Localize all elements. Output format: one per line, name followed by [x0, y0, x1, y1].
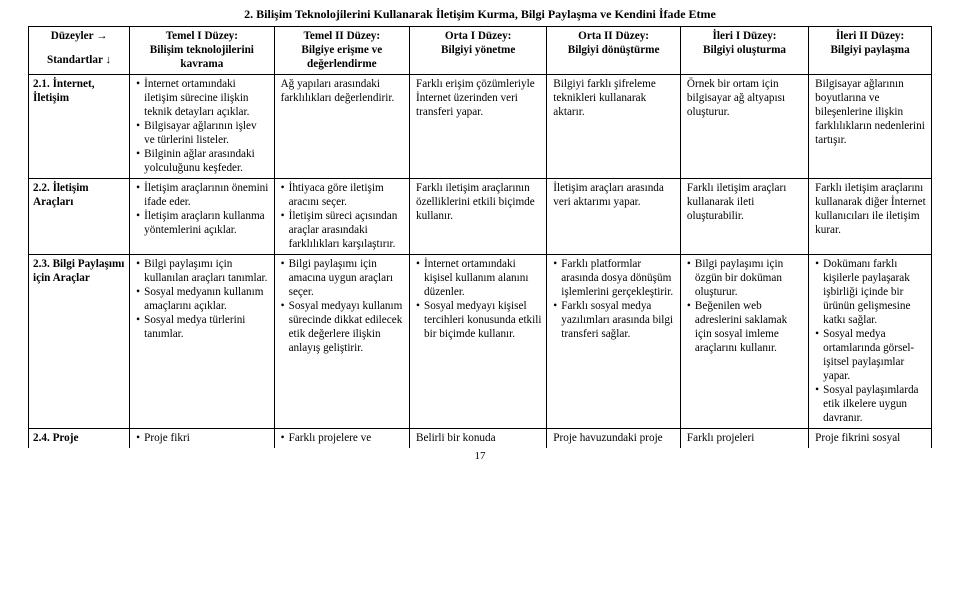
cell: Proje fikrini sosyal — [809, 429, 932, 449]
item: Sosyal medyayı kullanım sürecinde dikkat… — [281, 299, 405, 355]
item: Bilgisayar ağlarının işlev ve türlerini … — [136, 119, 269, 147]
cell: Proje fikri — [130, 429, 274, 449]
cell: Farklı platformlar arasında dosya dönüşü… — [547, 255, 681, 429]
item: İnternet ortamındaki kişisel kullanım al… — [416, 257, 542, 299]
item: İhtiyaca göre iletişim aracını seçer. — [281, 181, 405, 209]
cell: Farklı projeleri — [680, 429, 808, 449]
item: Sosyal medya ortamlarında görsel-işitsel… — [815, 327, 927, 383]
cell: Farklı projelere ve — [274, 429, 409, 449]
item: Bilgi paylaşımı için kullanılan araçları… — [136, 257, 269, 285]
item: İletişim araçların kullanma yöntemlerini… — [136, 209, 269, 237]
cell: Örnek bir ortam için bilgisayar ağ altya… — [680, 75, 808, 179]
item: Dokümanı farklı kişilerle paylaşarak işb… — [815, 257, 927, 327]
item: Sosyal medyayı kişisel tercihleri konusu… — [416, 299, 542, 341]
cell: Proje havuzundaki proje — [547, 429, 681, 449]
cell: Farklı iletişim araçlarının özelliklerin… — [410, 179, 547, 255]
row-2-1: 2.1. İnternet, İletişim İnternet ortamın… — [29, 75, 932, 179]
row-label: 2.1. İnternet, İletişim — [29, 75, 130, 179]
row-label: 2.3. Bilgi Paylaşımı için Araçlar — [29, 255, 130, 429]
cell: İnternet ortamındaki iletişim sürecine i… — [130, 75, 274, 179]
header-row: Düzeyler → Standartlar ↓ Temel I Düzey:B… — [29, 27, 932, 75]
cell: İhtiyaca göre iletişim aracını seçer. İl… — [274, 179, 409, 255]
cell: Bilgi paylaşımı için özgün bir doküman o… — [680, 255, 808, 429]
curriculum-page: 2. Bilişim Teknolojilerini Kullanarak İl… — [0, 0, 960, 462]
level-t2: Temel II Düzey:Bilgiye erişme ve değerle… — [274, 27, 409, 75]
cell: Farklı iletişim araçları kullanarak ilet… — [680, 179, 808, 255]
row-label: 2.2. İletişim Araçları — [29, 179, 130, 255]
cell: Dokümanı farklı kişilerle paylaşarak işb… — [809, 255, 932, 429]
cell: İnternet ortamındaki kişisel kullanım al… — [410, 255, 547, 429]
item: Bilginin ağlar arasındaki yolculuğunu ke… — [136, 147, 269, 175]
levels-axis: Düzeyler → — [33, 29, 125, 43]
item: İletişim araçlarının önemini ifade eder. — [136, 181, 269, 209]
item: Farklı platformlar arasında dosya dönüşü… — [553, 257, 676, 299]
level-o1: Orta I Düzey:Bilgiyi yönetme — [410, 27, 547, 75]
level-i2: İleri II Düzey:Bilgiyi paylaşma — [809, 27, 932, 75]
cell: Ağ yapıları arasındaki farklılıkları değ… — [274, 75, 409, 179]
level-t1: Temel I Düzey:Bilişim teknolojilerini ka… — [130, 27, 274, 75]
item: İletişim süreci açısından araçlar arasın… — [281, 209, 405, 251]
section-title: 2. Bilişim Teknolojilerini Kullanarak İl… — [28, 4, 932, 26]
cell: İletişim araçlarının önemini ifade eder.… — [130, 179, 274, 255]
item: Bilgi paylaşımı için özgün bir doküman o… — [687, 257, 804, 299]
level-o2: Orta II Düzey:Bilgiyi dönüştürme — [547, 27, 681, 75]
cell: İletişim araçları arasında veri aktarımı… — [547, 179, 681, 255]
cell: Farklı erişim çözümleriyle İnternet üzer… — [410, 75, 547, 179]
item: Sosyal paylaşımlarda etik ilkelere uygun… — [815, 383, 927, 425]
item: Sosyal medyanın kullanım amaçlarını açık… — [136, 285, 269, 313]
cell: Bilgisayar ağlarının boyutlarına ve bile… — [809, 75, 932, 179]
axis-cell: Düzeyler → Standartlar ↓ — [29, 27, 130, 75]
cell: Belirli bir konuda — [410, 429, 547, 449]
item: Proje fikri — [136, 431, 269, 445]
cell: Bilgi paylaşımı için amacına uygun araçl… — [274, 255, 409, 429]
item: Farklı projelere ve — [281, 431, 405, 445]
item: Beğenilen web adreslerini saklamak için … — [687, 299, 804, 355]
level-i1: İleri I Düzey:Bilgiyi oluşturma — [680, 27, 808, 75]
row-2-4: 2.4. Proje Proje fikri Farklı projelere … — [29, 429, 932, 449]
item: Sosyal medya türlerini tanımlar. — [136, 313, 269, 341]
item: Farklı sosyal medya yazılımları arasında… — [553, 299, 676, 341]
standards-axis: Standartlar ↓ — [33, 53, 125, 67]
row-label: 2.4. Proje — [29, 429, 130, 449]
cell: Bilgiyi farklı şifreleme teknikleri kull… — [547, 75, 681, 179]
row-2-2: 2.2. İletişim Araçları İletişim araçları… — [29, 179, 932, 255]
item: Bilgi paylaşımı için amacına uygun araçl… — [281, 257, 405, 299]
row-2-3: 2.3. Bilgi Paylaşımı için Araçlar Bilgi … — [29, 255, 932, 429]
page-number: 17 — [28, 450, 932, 462]
item: İnternet ortamındaki iletişim sürecine i… — [136, 77, 269, 119]
standards-table: Düzeyler → Standartlar ↓ Temel I Düzey:B… — [28, 26, 932, 448]
cell: Farklı iletişim araçlarını kullanarak di… — [809, 179, 932, 255]
cell: Bilgi paylaşımı için kullanılan araçları… — [130, 255, 274, 429]
